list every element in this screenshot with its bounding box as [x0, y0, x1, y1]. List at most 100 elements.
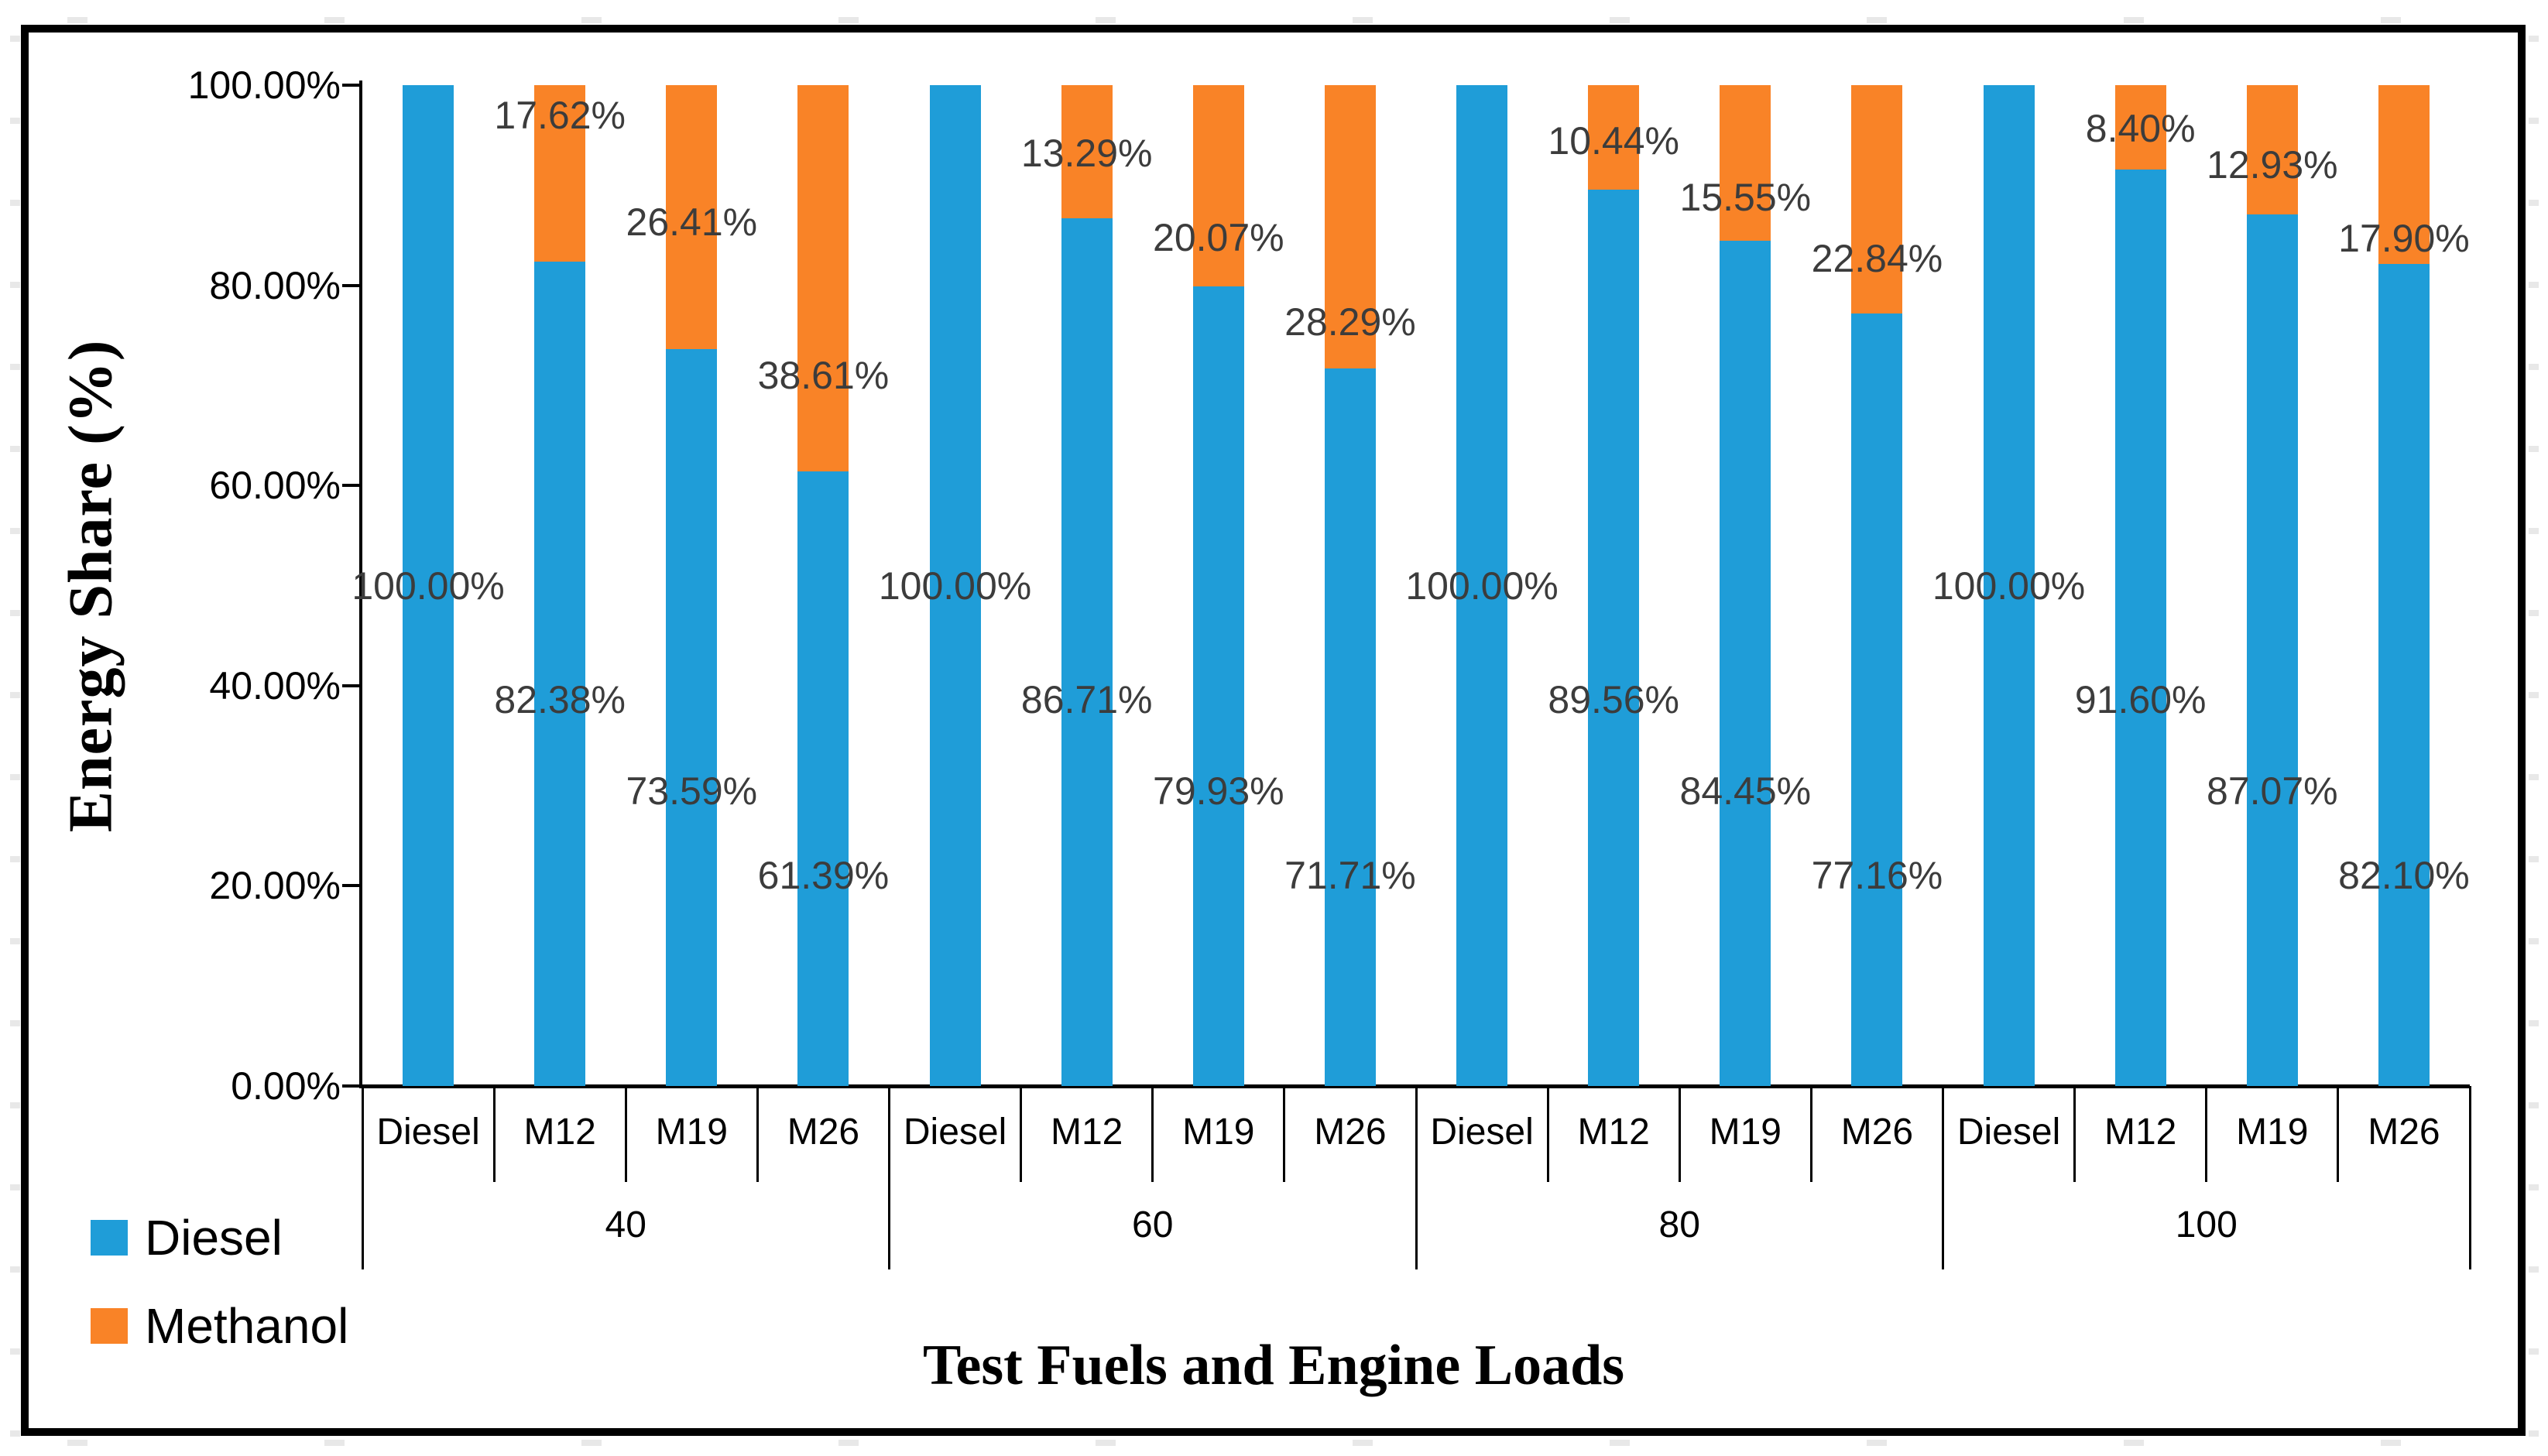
gridline-stub [2529, 1102, 2539, 1108]
diesel-bar-segment [1588, 189, 1640, 1086]
diesel-bar-segment [666, 349, 718, 1086]
group-divider [2468, 1086, 2471, 1269]
gridline-stub [10, 938, 20, 944]
category-label-m19: M19 [1182, 1112, 1255, 1153]
methanol-bar-segment [1192, 85, 1244, 286]
y-axis-tick [342, 884, 362, 888]
category-divider [1678, 1086, 1681, 1182]
category-label-m19: M19 [1709, 1112, 1782, 1153]
diesel-data-label: 100.00% [878, 564, 1032, 608]
category-label-diesel: Diesel [1430, 1112, 1534, 1153]
diesel-bar-segment [797, 471, 849, 1086]
gridline-stub [324, 17, 345, 23]
gridline-stub [10, 774, 20, 780]
gridline-stub [10, 856, 20, 862]
group-label-load-60: 60 [1132, 1204, 1174, 1245]
gridline-stub [2529, 364, 2539, 370]
x-axis-title: Test Fuels and Engine Loads [922, 1334, 1625, 1397]
methanol-bar-segment [2114, 85, 2166, 170]
methanol-data-label: 15.55% [1679, 175, 1812, 219]
gridline-stub [10, 1266, 20, 1273]
gridline-stub [2529, 282, 2539, 288]
methanol-data-label: 8.40% [2085, 106, 2196, 150]
category-label-m12: M12 [2104, 1112, 2177, 1153]
category-divider [624, 1086, 627, 1182]
gridline-stub [2529, 692, 2539, 698]
gridline-stub [10, 610, 20, 616]
gridline-stub [2529, 1430, 2539, 1437]
category-label-diesel: Diesel [903, 1112, 1007, 1153]
diesel-bar-segment [2246, 214, 2298, 1086]
diesel-data-label: 100.00% [1405, 564, 1559, 608]
category-divider [492, 1086, 496, 1182]
diesel-data-label: 100.00% [352, 564, 505, 608]
gridline-stub [1353, 1440, 1373, 1446]
category-label-diesel: Diesel [376, 1112, 480, 1153]
diesel-data-label: 82.38% [494, 677, 626, 721]
methanol-legend-label: Methanol [145, 1298, 349, 1354]
diesel-data-label: 71.71% [1284, 854, 1416, 898]
gridline-stub [1867, 17, 1887, 23]
diesel-bar-segment [1061, 218, 1113, 1086]
y-tick-label: 0.00% [231, 1064, 341, 1108]
methanol-bar-segment [666, 85, 718, 350]
y-axis-tick [342, 84, 362, 87]
gridline-stub [10, 200, 20, 206]
gridline-stub [1096, 17, 1116, 23]
gridline-stub [2381, 1440, 2401, 1446]
diesel-bar-segment [1720, 241, 1771, 1086]
gridline-stub [2124, 17, 2144, 23]
methanol-data-label: 10.44% [1548, 119, 1679, 163]
category-label-m12: M12 [1577, 1112, 1650, 1153]
gridline-stub [2529, 1348, 2539, 1355]
category-divider [1546, 1086, 1549, 1182]
y-axis-tick [342, 1084, 362, 1088]
diesel-bar-segment [534, 261, 586, 1086]
gridline-stub [67, 1440, 87, 1446]
gridline-stub [2529, 36, 2539, 42]
diesel-legend-label: Diesel [145, 1210, 283, 1266]
methanol-bar-segment [1324, 85, 1376, 368]
diesel-bar-segment [1192, 286, 1244, 1086]
gridline-stub [2381, 17, 2401, 23]
gridline-stub [2529, 1020, 2539, 1026]
diesel-data-label: 73.59% [626, 769, 758, 813]
gridline-stub [10, 528, 20, 534]
category-divider [2205, 1086, 2208, 1182]
gridline-stub [2529, 528, 2539, 534]
diesel-bar-segment [1456, 85, 1508, 1086]
category-divider [1809, 1086, 1812, 1182]
category-label-m26: M26 [787, 1112, 860, 1153]
gridline-stub [10, 36, 20, 42]
gridline-stub [1353, 17, 1373, 23]
gridline-stub [2529, 938, 2539, 944]
methanol-legend-swatch [91, 1308, 128, 1344]
gridline-stub [10, 118, 20, 124]
gridline-stub [324, 1440, 345, 1446]
gridline-stub [10, 1020, 20, 1026]
diesel-bar-segment [403, 85, 454, 1086]
diesel-data-label: 89.56% [1548, 677, 1679, 721]
methanol-bar-segment [1851, 85, 1903, 314]
diesel-data-label: 87.07% [2207, 769, 2338, 813]
methanol-bar-segment [2246, 85, 2298, 215]
gridline-stub [581, 1440, 602, 1446]
category-divider [1283, 1086, 1286, 1182]
gridline-stub [1610, 1440, 1630, 1446]
diesel-bar-segment [2114, 169, 2166, 1086]
diesel-bar-segment [1324, 368, 1376, 1086]
diesel-data-label: 77.16% [1811, 854, 1943, 898]
category-divider [2337, 1086, 2340, 1182]
y-axis-tick [342, 283, 362, 287]
category-divider [1020, 1086, 1023, 1182]
diesel-data-label: 82.10% [2338, 854, 2470, 898]
y-tick-label: 20.00% [209, 864, 341, 908]
gridline-stub [10, 1184, 20, 1190]
methanol-data-label: 20.07% [1153, 215, 1284, 259]
methanol-bar-segment [1720, 85, 1771, 242]
gridline-stub [2124, 1440, 2144, 1446]
gridline-stub [10, 364, 20, 370]
methanol-data-label: 28.29% [1284, 300, 1416, 344]
methanol-data-label: 13.29% [1020, 131, 1153, 175]
methanol-data-label: 17.62% [494, 93, 626, 137]
